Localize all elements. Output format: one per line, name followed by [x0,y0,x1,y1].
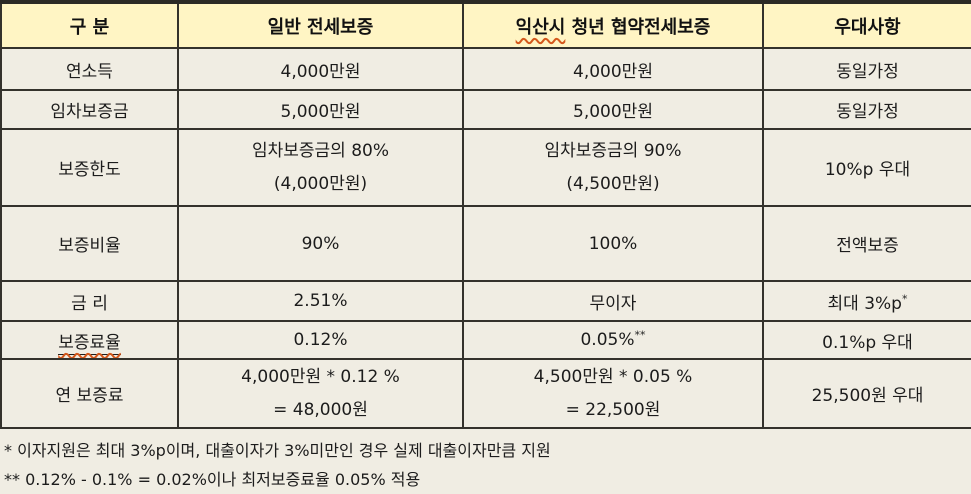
cell-benefit: 10%p 우대 [762,128,971,207]
footnotes: * 이자지원은 최대 3%p이며, 대출이자가 3%미만인 경우 실제 대출이자… [0,429,971,494]
header-iksan-rest: 청년 협약전세보증 [565,16,711,38]
row-label: 보증비율 [0,205,179,282]
cell-general: 2.51% [177,280,464,322]
cell-line-2: = 48,000원 [273,399,368,420]
header-iksan-youth-guarantee: 익산시 청년 협약전세보증 [462,1,764,49]
header-category: 구 분 [0,1,179,49]
cell-line-2: (4,000만원) [273,173,368,194]
header-general-guarantee: 일반 전세보증 [177,1,464,49]
row-label: 연소득 [0,47,179,91]
cell-line-1: 4,000만원 * 0.12 % [241,366,400,387]
table-row-annual-income: 연소득 4,000만원 4,000만원 동일가정 [0,47,971,91]
table-row-annual-fee: 연 보증료 4,000만원 * 0.12 % = 48,000원 4,500만원… [0,358,971,429]
spellcheck-underlined-word: 보증료율 [58,332,121,353]
cell-general: 4,000만원 [177,47,464,91]
cell-iksan: 4,000만원 [462,47,764,91]
cell-general: 5,000만원 [177,89,464,130]
table-row-guarantee-fee-rate: 보증료율 0.12% 0.05%** 0.1%p 우대 [0,320,971,360]
cell-general: 4,000만원 * 0.12 % = 48,000원 [177,358,464,429]
cell-iksan: 임차보증금의 90% (4,500만원) [462,128,764,207]
table-row-guarantee-limit: 보증한도 임차보증금의 80% (4,000만원) 임차보증금의 90% (4,… [0,128,971,207]
cell-line-1: 4,500만원 * 0.05 % [533,366,693,387]
footnote-marker-single: * [901,291,908,305]
row-label: 금 리 [0,280,179,322]
header-preferential-terms: 우대사항 [762,1,971,49]
row-label: 임차보증금 [0,89,179,130]
cell-benefit: 최대 3%p* [762,280,971,322]
cell-line-2: (4,500만원) [566,173,660,194]
cell-iksan: 무이자 [462,280,764,322]
table-header-row: 구 분 일반 전세보증 익산시 청년 협약전세보증 우대사항 [0,1,971,49]
cell-line-1: 임차보증금의 90% [544,140,682,161]
cell-general: 0.12% [177,320,464,360]
footnote-line-1: * 이자지원은 최대 3%p이며, 대출이자가 3%미만인 경우 실제 대출이자… [4,441,551,460]
cell-general: 90% [177,205,464,282]
guarantee-comparison-table: 구 분 일반 전세보증 익산시 청년 협약전세보증 우대사항 연소득 4,000… [0,0,971,429]
cell-benefit: 25,500원 우대 [762,358,971,429]
cell-benefit: 0.1%p 우대 [762,320,971,360]
cell-general: 임차보증금의 80% (4,000만원) [177,128,464,207]
cell-line-1: 임차보증금의 80% [251,140,390,161]
table-row-interest-rate: 금 리 2.51% 무이자 최대 3%p* [0,280,971,322]
cell-benefit: 전액보증 [762,205,971,282]
cell-benefit: 동일가정 [762,47,971,91]
footnote-marker-double: ** [634,328,646,342]
cell-benefit: 동일가정 [762,89,971,130]
cell-iksan: 4,500만원 * 0.05 % = 22,500원 [462,358,764,429]
cell-iksan: 0.05%** [462,320,764,360]
row-label: 보증료율 [0,320,179,360]
cell-iksan: 100% [462,205,764,282]
table-row-guarantee-ratio: 보증비율 90% 100% 전액보증 [0,205,971,282]
cell-line-2: = 22,500원 [565,399,661,420]
footnote-line-2: ** 0.12% - 0.1% = 0.02%이나 최저보증료율 0.05% 적… [4,470,421,489]
cell-iksan: 5,000만원 [462,89,764,130]
row-label: 연 보증료 [0,358,179,429]
table-row-deposit: 임차보증금 5,000만원 5,000만원 동일가정 [0,89,971,130]
spellcheck-underlined-word: 익산시 [515,16,566,38]
row-label: 보증한도 [0,128,179,207]
